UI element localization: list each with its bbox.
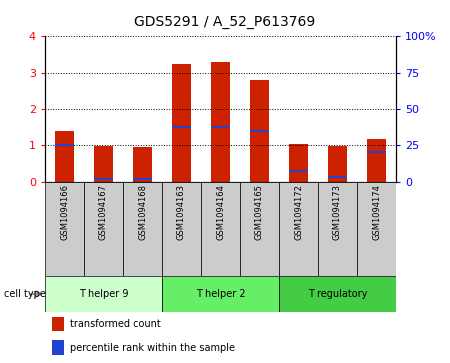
Text: GSM1094173: GSM1094173 xyxy=(333,184,342,240)
Text: transformed count: transformed count xyxy=(70,319,160,329)
Text: GSM1094172: GSM1094172 xyxy=(294,184,303,240)
Bar xyxy=(211,126,230,128)
Text: GDS5291 / A_52_P613769: GDS5291 / A_52_P613769 xyxy=(135,15,315,29)
Bar xyxy=(357,182,396,276)
Bar xyxy=(162,182,201,276)
Text: cell type: cell type xyxy=(4,289,46,299)
Bar xyxy=(318,182,357,276)
Bar xyxy=(52,317,64,331)
Text: GSM1094166: GSM1094166 xyxy=(60,184,69,240)
Bar xyxy=(55,131,74,182)
Bar xyxy=(240,182,279,276)
Bar xyxy=(250,130,269,132)
Text: T helper 2: T helper 2 xyxy=(196,289,245,299)
Text: GSM1094163: GSM1094163 xyxy=(177,184,186,240)
Bar xyxy=(45,182,84,276)
Text: GSM1094164: GSM1094164 xyxy=(216,184,225,240)
Bar xyxy=(367,139,386,182)
Text: T helper 9: T helper 9 xyxy=(79,289,128,299)
Text: GSM1094167: GSM1094167 xyxy=(99,184,108,240)
Bar xyxy=(172,64,191,182)
Bar xyxy=(162,276,279,312)
Bar xyxy=(289,144,308,182)
Bar xyxy=(211,62,230,182)
Text: T regulatory: T regulatory xyxy=(308,289,367,299)
Bar xyxy=(172,126,191,128)
Bar xyxy=(94,146,113,182)
Text: GSM1094168: GSM1094168 xyxy=(138,184,147,240)
Text: percentile rank within the sample: percentile rank within the sample xyxy=(70,343,234,352)
Bar xyxy=(328,176,347,178)
Bar xyxy=(133,178,152,180)
Bar xyxy=(123,182,162,276)
Bar xyxy=(279,182,318,276)
Bar xyxy=(133,147,152,182)
Bar xyxy=(279,276,396,312)
Bar xyxy=(367,151,386,153)
Bar xyxy=(84,182,123,276)
Bar xyxy=(289,170,308,172)
Text: GSM1094174: GSM1094174 xyxy=(372,184,381,240)
Text: GSM1094165: GSM1094165 xyxy=(255,184,264,240)
Bar xyxy=(250,80,269,182)
Bar xyxy=(55,144,74,146)
Bar xyxy=(201,182,240,276)
Bar xyxy=(328,146,347,182)
Bar xyxy=(45,276,162,312)
Bar xyxy=(52,340,64,355)
Bar xyxy=(94,178,113,180)
